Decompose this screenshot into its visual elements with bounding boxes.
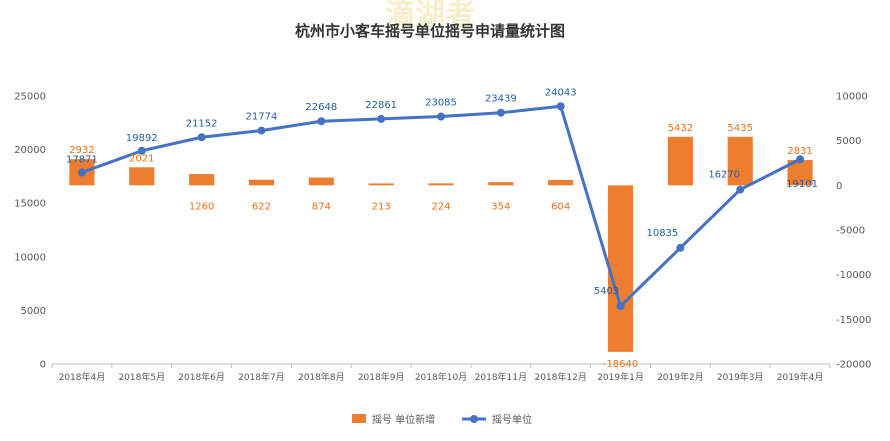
line-data-label: 19101 (786, 179, 818, 190)
axes: 0 5000 10000 15000 20000 25000 -20000 -15000 -10… (14, 92, 871, 384)
bar (189, 174, 215, 186)
y-left-tick-label: 5000 (21, 306, 46, 317)
bar-data-label: 874 (312, 201, 331, 212)
line-point (556, 102, 565, 111)
x-tick-label: 2018年10月 (415, 371, 467, 383)
x-tick-label: 2018年4月 (59, 371, 106, 383)
line-data-label: 23085 (425, 98, 457, 109)
line-data-label: 10835 (646, 228, 678, 239)
bar-data-label: 2021 (129, 153, 154, 164)
bar (308, 177, 334, 186)
x-tick-label: 2019年3月 (717, 371, 764, 383)
y-right-tick-label: 0 (836, 181, 842, 192)
bar (248, 179, 275, 186)
bar (548, 179, 574, 186)
line-point (257, 126, 266, 135)
line-data-label: 21152 (186, 118, 218, 129)
legend-label-line: 摇号单位 (492, 413, 532, 426)
line-point (137, 146, 146, 155)
bar (129, 167, 155, 186)
legend-swatch-point (470, 415, 478, 423)
bar-data-label: 622 (252, 201, 271, 212)
line-data-label: 22861 (365, 100, 397, 111)
y-left-tick-label: 25000 (14, 92, 46, 103)
line-point (736, 185, 745, 194)
bar-data-label: 224 (431, 201, 450, 212)
line-data-label: 21774 (246, 112, 278, 123)
line-data-label: 24043 (545, 87, 577, 98)
line-data-label: 19892 (126, 133, 158, 144)
chart-title: 杭州市小客车摇号单位摇号申请量统计图 (295, 22, 565, 40)
line-layer (77, 102, 805, 311)
line-point (796, 155, 805, 164)
bar (607, 185, 634, 352)
bar (428, 183, 454, 186)
bar-data-label: 354 (491, 201, 510, 212)
line-point (377, 114, 386, 123)
legend-label-bar: 摇号 单位新增 (372, 413, 435, 426)
x-tick-label: 2018年5月 (118, 371, 165, 383)
y-right-tick-label: 10000 (836, 92, 868, 103)
line-data-label: 16270 (708, 170, 740, 181)
bar-data-label: 2831 (787, 146, 812, 157)
y-right-tick-label: -10000 (836, 270, 871, 281)
bar (667, 136, 693, 186)
bar-data-label: 604 (551, 201, 570, 212)
y-right-tick-label: -15000 (836, 315, 871, 326)
bar-data-label: -18640 (603, 359, 638, 370)
bar (368, 183, 394, 186)
y-right-tick-label: 5000 (836, 136, 861, 147)
line-point (676, 243, 685, 252)
line-point (317, 117, 326, 126)
bar-data-label: 5432 (668, 123, 693, 134)
y-right-tick-label: -20000 (836, 360, 871, 371)
y-left-tick-label: 10000 (14, 252, 46, 263)
line-data-label: 17871 (66, 154, 98, 165)
line-point (616, 302, 625, 311)
legend: 摇号 单位新增 摇号单位 (352, 413, 532, 426)
bar-data-label: 5435 (728, 123, 753, 134)
line-point (496, 108, 505, 117)
bar-data-label: 2932 (69, 145, 94, 156)
line-point (437, 112, 445, 121)
y-left-tick-label: 15000 (14, 199, 46, 210)
line-data-label: 23439 (485, 94, 517, 105)
watermark: 滴湖者 (385, 0, 475, 33)
x-tick-label: 2018年12月 (535, 371, 587, 383)
x-tick-label: 2019年4月 (777, 371, 824, 383)
labels-layer: 2932 2021 1260 622 874 213 224 354 604 -18640 5432… (66, 87, 818, 370)
bar-data-label: 213 (372, 201, 391, 212)
x-tick-label: 2018年7月 (238, 371, 285, 383)
x-tick-label: 2019年1月 (597, 371, 644, 383)
line-data-label: 5403 (594, 286, 619, 297)
x-tick-label: 2019年2月 (657, 371, 704, 383)
x-tick-label: 2018年9月 (358, 371, 405, 383)
y-left-tick-label: 20000 (14, 145, 46, 156)
x-tick-label: 2018年8月 (298, 371, 345, 383)
x-tick-label: 2018年11月 (475, 371, 527, 383)
bar (488, 182, 514, 186)
line-point (77, 168, 86, 177)
line-data-label: 22648 (305, 102, 337, 113)
line-point (197, 133, 206, 142)
y-right-tick-label: -5000 (836, 226, 865, 237)
bar (727, 136, 753, 186)
x-tick-label: 2018年6月 (178, 371, 225, 383)
bars-layer (69, 136, 813, 352)
y-left-tick-label: 0 (40, 360, 46, 371)
legend-swatch-bar (352, 414, 366, 423)
bar-data-label: 1260 (189, 201, 214, 212)
